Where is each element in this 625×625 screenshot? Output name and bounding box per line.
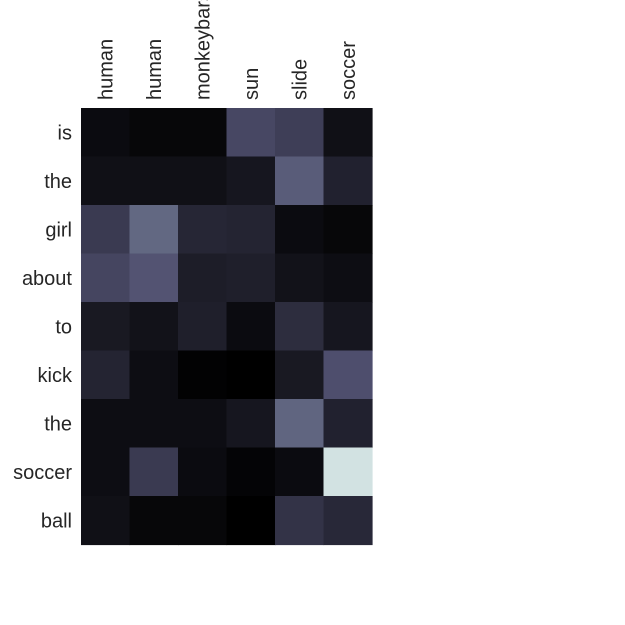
y-tick-label: about	[22, 268, 72, 290]
heatmap-cell-r6-c5	[323, 399, 373, 449]
y-tick-label: the	[44, 171, 72, 193]
heatmap-cell-r3-c3	[226, 253, 276, 303]
heatmap-cell-r5-c5	[323, 350, 373, 400]
heatmap-cell-r7-c0	[81, 447, 131, 497]
heatmap-cell-r7-c1	[129, 447, 179, 497]
heatmap-cell-r1-c4	[275, 156, 325, 206]
heatmap-cell-r3-c0	[81, 253, 131, 303]
heatmap-cell-r0-c2	[178, 108, 228, 158]
heatmap-cell-r8-c3	[226, 496, 276, 546]
heatmap-cell-r0-c1	[129, 108, 179, 158]
heatmap-cell-r0-c0	[81, 108, 131, 158]
heatmap-cell-r1-c0	[81, 156, 131, 206]
heatmap-cell-r4-c1	[129, 302, 179, 352]
x-tick-label: human	[144, 39, 166, 100]
heatmap-cell-r4-c4	[275, 302, 325, 352]
heatmap-cell-r6-c0	[81, 399, 131, 449]
y-tick-label: is	[58, 122, 72, 144]
heatmap-cell-r7-c2	[178, 447, 228, 497]
x-tick-label: slide	[289, 59, 311, 100]
heatmap-cell-r2-c5	[323, 205, 373, 255]
heatmap-cell-r0-c4	[275, 108, 325, 158]
heatmap-cells	[81, 108, 373, 546]
heatmap-cell-r3-c4	[275, 253, 325, 303]
heatmap-cell-r6-c1	[129, 399, 179, 449]
x-tick-label: sun	[241, 68, 263, 100]
y-tick-label: the	[44, 413, 72, 435]
y-tick-labels: is the girl about to kick the soccer ball	[13, 122, 73, 532]
heatmap-cell-r6-c3	[226, 399, 276, 449]
x-tick-labels: human human monkeybars sun slide soccer	[95, 0, 360, 100]
y-tick-label: kick	[38, 365, 73, 387]
heatmap-cell-r0-c3	[226, 108, 276, 158]
heatmap-cell-r5-c3	[226, 350, 276, 400]
heatmap-cell-r2-c0	[81, 205, 131, 255]
y-tick-label: ball	[41, 510, 72, 532]
y-tick-label: girl	[45, 219, 72, 241]
heatmap-cell-r5-c4	[275, 350, 325, 400]
x-tick-label: soccer	[338, 41, 360, 100]
heatmap-cell-r4-c5	[323, 302, 373, 352]
heatmap-cell-r3-c1	[129, 253, 179, 303]
heatmap-cell-r4-c3	[226, 302, 276, 352]
heatmap-cell-r8-c2	[178, 496, 228, 546]
heatmap-cell-r8-c0	[81, 496, 131, 546]
heatmap-cell-r2-c4	[275, 205, 325, 255]
heatmap-cell-r2-c1	[129, 205, 179, 255]
heatmap-cell-r5-c1	[129, 350, 179, 400]
heatmap-cell-r5-c0	[81, 350, 131, 400]
x-tick-label: monkeybars	[192, 0, 214, 100]
heatmap-cell-r6-c4	[275, 399, 325, 449]
heatmap-cell-r1-c2	[178, 156, 228, 206]
heatmap-cell-r7-c5	[323, 447, 373, 497]
heatmap-cell-r8-c1	[129, 496, 179, 546]
heatmap-cell-r4-c0	[81, 302, 131, 352]
heatmap-cell-r5-c2	[178, 350, 228, 400]
y-tick-label: to	[55, 316, 72, 338]
heatmap-cell-r3-c2	[178, 253, 228, 303]
heatmap-cell-r1-c1	[129, 156, 179, 206]
heatmap-cell-r6-c2	[178, 399, 228, 449]
y-tick-label: soccer	[13, 462, 72, 484]
heatmap-cell-r0-c5	[323, 108, 373, 158]
heatmap-cell-r4-c2	[178, 302, 228, 352]
heatmap-cell-r7-c3	[226, 447, 276, 497]
heatmap-cell-r1-c3	[226, 156, 276, 206]
heatmap-cell-r8-c4	[275, 496, 325, 546]
x-tick-label: human	[95, 39, 117, 100]
heatmap-cell-r2-c2	[178, 205, 228, 255]
heatmap-cell-r8-c5	[323, 496, 373, 546]
heatmap-cell-r3-c5	[323, 253, 373, 303]
heatmap-cell-r1-c5	[323, 156, 373, 206]
heatmap-cell-r7-c4	[275, 447, 325, 497]
heatmap-cell-r2-c3	[226, 205, 276, 255]
